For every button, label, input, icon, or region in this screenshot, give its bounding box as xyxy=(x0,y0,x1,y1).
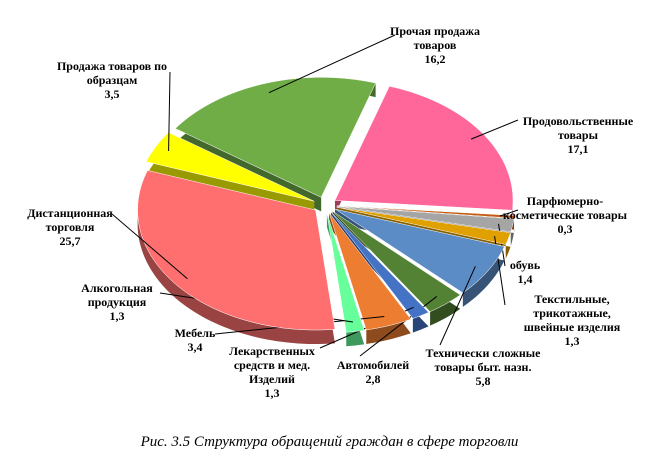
value-label: 2,8 xyxy=(365,372,381,386)
category-name: Мебель xyxy=(174,326,216,340)
value-label: 3,5 xyxy=(104,87,120,101)
value-label: 3,4 xyxy=(187,340,203,354)
leader-line xyxy=(168,71,171,151)
category-name: Прочая продажа товаров xyxy=(390,24,480,52)
category-name: Продовольственные товары xyxy=(522,114,634,142)
value-label: 0,3 xyxy=(557,222,573,236)
category-name: Алкогольная продукция xyxy=(81,281,153,309)
slice-label: Прочая продажа товаров 16,2 xyxy=(373,24,498,66)
slice-label: Текстильные, трикотажные, швейные издели… xyxy=(510,292,635,348)
slice xyxy=(336,206,515,233)
slice xyxy=(336,205,515,219)
category-name: Дистанционная торговля xyxy=(27,206,113,234)
category-name: Лекарственных средств и мед. Изделий xyxy=(229,344,315,386)
slice xyxy=(336,206,511,245)
slice-side xyxy=(137,170,335,345)
value-label: 1,4 xyxy=(517,272,533,286)
value-label: 1,3 xyxy=(564,334,580,348)
slice xyxy=(174,77,376,198)
slice xyxy=(332,211,461,312)
slice-label: Лекарственных средств и мед. Изделий 1,3 xyxy=(210,344,335,400)
value-label: 16,2 xyxy=(424,52,446,66)
leader-line xyxy=(359,296,438,357)
slice-label: Автомобилей 2,8 xyxy=(311,358,436,386)
value-label: 5,8 xyxy=(475,374,491,388)
leader-line xyxy=(268,34,396,94)
category-name: Продажа товаров по образцам xyxy=(56,59,168,87)
category-name: обувь xyxy=(509,258,541,272)
leader-line xyxy=(439,266,476,346)
value-label: 17,1 xyxy=(567,142,589,156)
value-label: 25,7 xyxy=(59,234,81,248)
leader-line xyxy=(499,209,519,217)
slice xyxy=(328,212,412,331)
category-name: Технически сложные товары быт. назн. xyxy=(425,346,541,374)
category-name: Текстильные, трикотажные, швейные издели… xyxy=(523,292,621,334)
slice-label: Дистанционная торговля 25,7 xyxy=(8,206,133,248)
category-name: Автомобилей xyxy=(336,358,410,372)
slice-label: Продажа товаров по образцам 3,5 xyxy=(50,59,175,101)
leader-line xyxy=(111,213,188,280)
slice-side xyxy=(146,132,315,216)
slice-label: Продовольственные товары 17,1 xyxy=(516,114,641,156)
slice-label: Парфюмерно-косметические товары 0,3 xyxy=(503,194,628,236)
slice xyxy=(326,212,365,333)
value-label: 1,3 xyxy=(109,309,125,323)
slice xyxy=(145,132,315,202)
slice-label: Технически сложные товары быт. назн. 5,8 xyxy=(421,346,546,388)
leader-line xyxy=(470,119,519,140)
slice-label: обувь 1,4 xyxy=(500,258,550,286)
slice-label: Алкогольная продукция 1,3 xyxy=(55,281,180,323)
slice xyxy=(330,211,429,319)
slice xyxy=(137,170,336,331)
slice xyxy=(335,208,505,294)
value-label: 1,3 xyxy=(264,386,280,400)
category-name: Парфюмерно-косметические товары xyxy=(502,194,628,222)
chart-title: Рис. 3.5 Структура обращений граждан в с… xyxy=(140,434,519,450)
slice-label: Мебель 3,4 xyxy=(133,326,258,354)
